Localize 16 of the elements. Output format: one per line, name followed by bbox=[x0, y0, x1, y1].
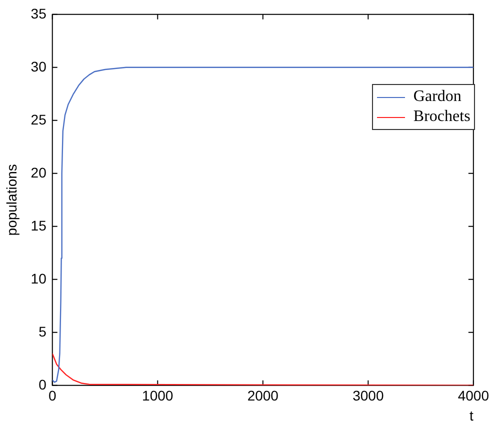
y-tick-label: 0 bbox=[38, 376, 47, 392]
y-tick-label: 30 bbox=[30, 58, 47, 74]
y-tick-label: 5 bbox=[38, 323, 47, 340]
x-tick-label: 2000 bbox=[247, 388, 279, 404]
y-tick-label: 25 bbox=[30, 111, 47, 128]
x-tick-label: 1000 bbox=[142, 388, 174, 404]
y-tick-label: 10 bbox=[30, 270, 47, 286]
y-tick-label: 20 bbox=[30, 164, 47, 180]
legend-label: Brochets bbox=[413, 107, 470, 128]
legend-label: Gardon bbox=[413, 87, 462, 108]
y-axis-title: populations bbox=[3, 164, 20, 236]
y-tick-label: 35 bbox=[30, 5, 47, 22]
x-tick-label: 4000 bbox=[458, 388, 490, 404]
y-tick-label: 15 bbox=[30, 217, 47, 234]
x-tick-label: 3000 bbox=[352, 388, 384, 404]
x-axis-title: t bbox=[470, 407, 474, 424]
